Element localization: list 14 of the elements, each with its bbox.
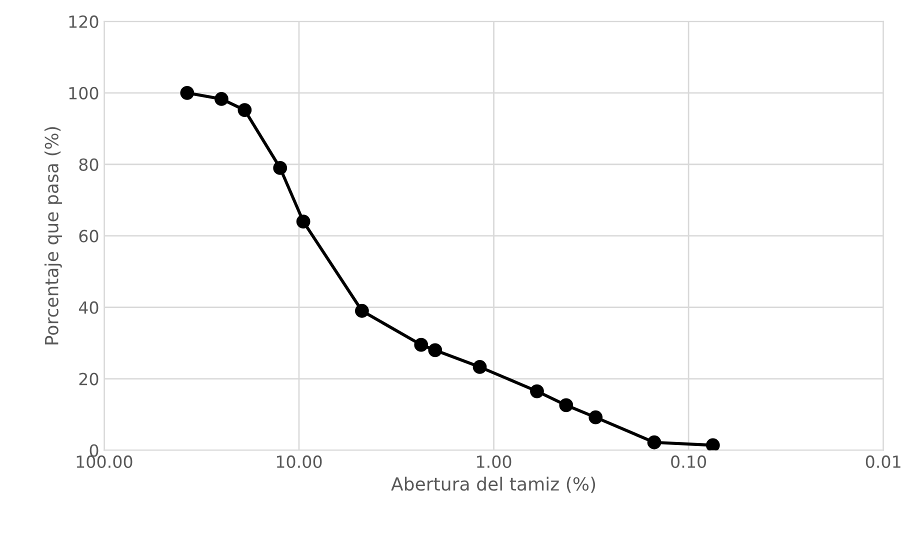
y-tick-label: 40 [78,301,98,314]
y-tick-label: 80 [79,158,98,171]
y-axis-title: Porcentaje que pasa (%) [44,127,62,344]
y-tick-label: 20 [79,372,98,386]
x-tick-label: 0.01 [866,455,900,468]
y-tick-label: 0 [90,444,98,457]
x-tick-label: 0.10 [671,455,706,468]
x-axis-title: Abertura del tamiz (%) [391,476,596,493]
y-tick-label: 60 [79,230,98,242]
x-tick-label: 10.00 [276,455,322,468]
x-tick-label: 1.00 [477,455,512,468]
y-tick-label: 120 [69,15,98,28]
y-tick-label: 100 [69,86,98,100]
x-tick-label: 100.00 [76,455,132,468]
